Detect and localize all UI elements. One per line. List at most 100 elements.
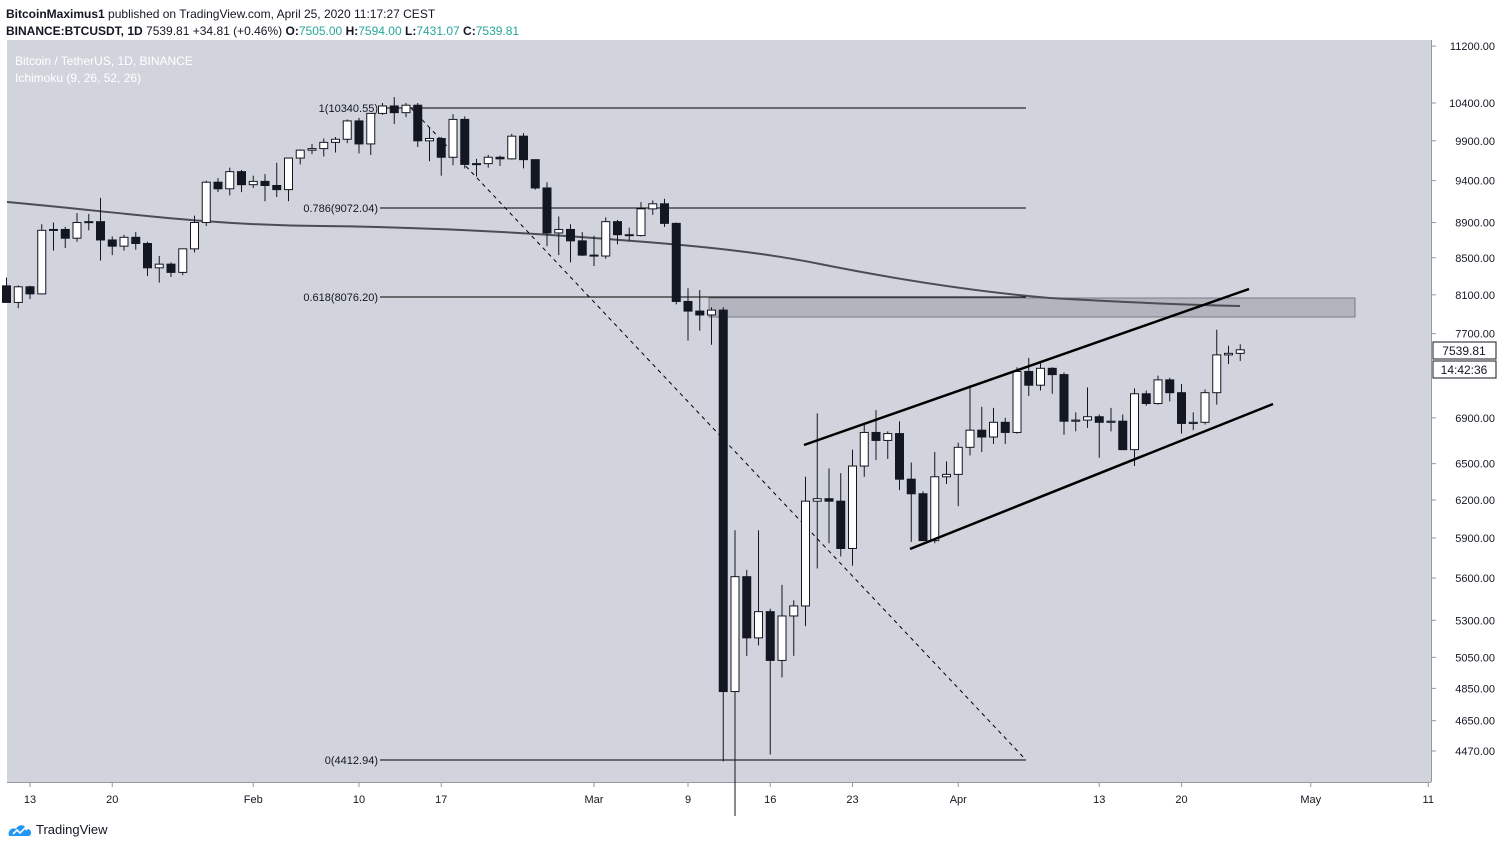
chart-container[interactable]: 1(10340.55) 0.786(9072.04) 0.618(8076.20…	[0, 40, 1509, 849]
candle[interactable]	[601, 217, 611, 259]
candle[interactable]	[1059, 372, 1069, 435]
time-axis[interactable]	[0, 782, 1431, 816]
candle[interactable]	[836, 473, 846, 557]
candle[interactable]	[777, 584, 787, 678]
candle[interactable]	[1106, 407, 1116, 432]
candle[interactable]	[425, 127, 434, 162]
candle[interactable]	[1200, 389, 1210, 425]
candle[interactable]	[378, 103, 387, 115]
candle[interactable]	[272, 162, 282, 198]
candle[interactable]	[389, 97, 399, 124]
candle[interactable]	[60, 226, 70, 248]
candle[interactable]	[1000, 417, 1010, 444]
candle[interactable]	[1188, 412, 1198, 431]
candle[interactable]	[366, 112, 376, 155]
candle[interactable]	[918, 491, 928, 542]
indicator-legend[interactable]: Ichimoku (9, 26, 52, 26)	[15, 71, 141, 85]
candle[interactable]	[107, 236, 117, 256]
candle[interactable]	[754, 530, 763, 646]
candle[interactable]	[683, 288, 693, 341]
candle[interactable]	[1224, 345, 1233, 365]
candle[interactable]	[1165, 377, 1175, 402]
channel-lower-trendline[interactable]	[909, 402, 1274, 551]
candle[interactable]	[1036, 362, 1045, 391]
candle[interactable]	[530, 159, 540, 190]
candle[interactable]	[354, 117, 364, 154]
candle[interactable]	[413, 103, 423, 148]
candle[interactable]	[190, 215, 199, 253]
candle[interactable]	[519, 133, 528, 169]
candle[interactable]	[436, 136, 446, 176]
candle[interactable]	[1118, 414, 1128, 451]
candle[interactable]	[566, 224, 575, 263]
candle[interactable]	[765, 608, 775, 755]
candle[interactable]	[1141, 390, 1151, 406]
candle[interactable]	[542, 182, 552, 247]
author-name[interactable]: BitcoinMaximus1	[6, 7, 105, 21]
candle[interactable]	[96, 197, 105, 261]
candle[interactable]	[295, 149, 305, 165]
candle[interactable]	[260, 174, 270, 202]
candle[interactable]	[965, 385, 975, 456]
chart-legend-title[interactable]: Bitcoin / TetherUS, 1D, BINANCE	[15, 54, 193, 68]
candle[interactable]	[613, 219, 622, 245]
candle[interactable]	[895, 421, 904, 491]
candle[interactable]	[824, 468, 834, 544]
candle[interactable]	[1012, 367, 1022, 434]
candle[interactable]	[84, 213, 94, 231]
candle[interactable]	[1083, 387, 1092, 428]
candle[interactable]	[660, 198, 669, 227]
candle[interactable]	[119, 234, 129, 251]
candle[interactable]	[883, 431, 893, 459]
candle[interactable]	[507, 133, 517, 160]
candle[interactable]	[942, 461, 951, 485]
candle[interactable]	[801, 476, 810, 627]
candle[interactable]	[953, 442, 963, 507]
resistance-zone[interactable]	[708, 297, 1356, 318]
candle[interactable]	[13, 285, 23, 309]
candle[interactable]	[401, 103, 411, 118]
candle[interactable]	[37, 224, 47, 295]
candle[interactable]	[307, 143, 317, 155]
candle[interactable]	[1130, 388, 1139, 467]
candle[interactable]	[589, 235, 599, 266]
candle[interactable]	[319, 138, 329, 157]
candle[interactable]	[977, 406, 987, 452]
tradingview-footer[interactable]: TradingView	[8, 822, 108, 837]
candle[interactable]	[213, 178, 223, 193]
candle[interactable]	[636, 202, 646, 237]
candle[interactable]	[1047, 367, 1057, 394]
price-axis[interactable]	[1431, 40, 1509, 816]
candlestick-series[interactable]	[0, 97, 1245, 849]
candle[interactable]	[248, 175, 258, 188]
channel-upper-trendline[interactable]	[803, 287, 1250, 447]
candle[interactable]	[25, 285, 35, 300]
candle[interactable]	[72, 213, 82, 242]
candle[interactable]	[342, 119, 352, 144]
candle[interactable]	[930, 451, 940, 544]
price-chart[interactable]: 1(10340.55) 0.786(9072.04) 0.618(8076.20…	[0, 40, 1509, 849]
candle[interactable]	[648, 200, 658, 215]
candle[interactable]	[577, 232, 587, 257]
candle[interactable]	[1212, 329, 1222, 405]
candle[interactable]	[472, 158, 481, 177]
candle[interactable]	[331, 136, 340, 153]
fibonacci-retracement[interactable]: 1(10340.55) 0.786(9072.04) 0.618(8076.20…	[303, 103, 1027, 767]
candle[interactable]	[284, 157, 293, 202]
candle[interactable]	[143, 241, 152, 277]
candle[interactable]	[742, 569, 752, 656]
candle[interactable]	[495, 155, 505, 167]
candle[interactable]	[49, 222, 58, 251]
candle[interactable]	[718, 307, 728, 762]
candle[interactable]	[154, 256, 164, 283]
candle[interactable]	[1235, 344, 1245, 361]
candle[interactable]	[671, 222, 681, 305]
candle[interactable]	[1071, 412, 1081, 432]
candle[interactable]	[448, 114, 458, 166]
candle[interactable]	[131, 232, 141, 250]
candle[interactable]	[201, 180, 211, 226]
candle[interactable]	[695, 290, 705, 331]
candle[interactable]	[906, 462, 916, 542]
candle[interactable]	[225, 167, 235, 196]
candle[interactable]	[2, 277, 11, 303]
